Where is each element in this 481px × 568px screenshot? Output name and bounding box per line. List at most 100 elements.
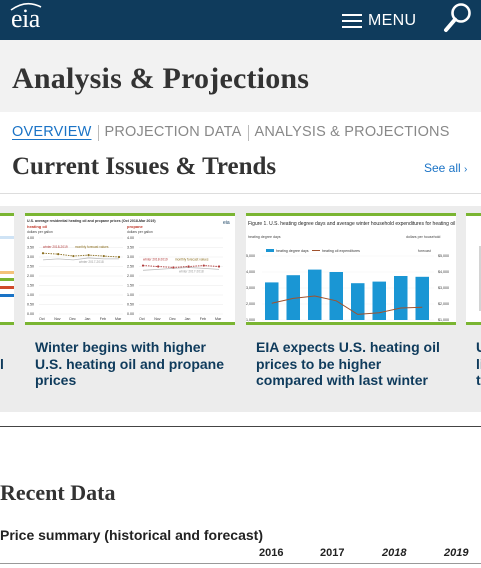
tab-divider bbox=[97, 125, 99, 141]
y-tick-label: 2.00 bbox=[27, 274, 34, 278]
y-tick-label: 3.50 bbox=[127, 246, 134, 250]
section-divider bbox=[0, 426, 481, 427]
legend-series-b: monthly forecast values bbox=[75, 245, 109, 249]
y-tick-label: 0.50 bbox=[127, 303, 134, 307]
eia-logo[interactable]: eia bbox=[10, 2, 42, 33]
search-icon bbox=[444, 3, 471, 32]
card-thumbnail bbox=[0, 213, 14, 325]
hdd-bar bbox=[372, 281, 386, 320]
expenditure-line bbox=[271, 295, 423, 315]
y-tick-label: 0.50 bbox=[27, 303, 34, 307]
series-point bbox=[187, 265, 190, 268]
series-point bbox=[57, 253, 60, 256]
y-tick-label: 4,000 bbox=[246, 270, 255, 274]
legend-series-b: monthly forecast values bbox=[175, 258, 209, 262]
menu-button[interactable]: MENU bbox=[342, 10, 416, 32]
hdd-bar bbox=[308, 269, 322, 320]
y-tick-label: 2.50 bbox=[127, 265, 134, 269]
carousel-card[interactable]: U.S. average residential heating oil and… bbox=[25, 213, 235, 403]
hdd-bar bbox=[265, 282, 279, 320]
x-tick-label: Jan bbox=[85, 317, 91, 321]
thumb-caption: Figure 1. U.S. heating degree days and a… bbox=[248, 221, 455, 227]
carousel-card[interactable]: Figure 1. U.S. heating degree days and a… bbox=[246, 213, 456, 403]
y-tick-label: 2,000 bbox=[246, 302, 255, 306]
page-title-bar: Analysis & Projections bbox=[0, 40, 481, 112]
hdd-bar bbox=[286, 275, 300, 320]
search-button[interactable] bbox=[443, 2, 473, 34]
card-title[interactable]: Winter begins with higher U.S. heating o… bbox=[35, 339, 225, 388]
year-column-header: 2018 bbox=[382, 547, 407, 559]
hdd-bar bbox=[415, 276, 429, 320]
hdd-bar bbox=[351, 283, 365, 320]
table-header-divider bbox=[0, 563, 481, 564]
series-point bbox=[117, 255, 121, 259]
carousel-card-next[interactable]: U li t bbox=[466, 213, 481, 403]
carousel-card-previous[interactable]: l bbox=[0, 213, 14, 403]
y2-tick-label: $2,000 bbox=[438, 302, 449, 306]
series-point bbox=[87, 254, 90, 257]
series-line bbox=[42, 252, 120, 258]
panel-unit: dollars per gallon bbox=[127, 230, 153, 234]
x-tick-label: Oct bbox=[139, 317, 145, 321]
card-thumbnail-chart: U.S. average residential heating oil and… bbox=[27, 219, 230, 321]
price-summary-label: Price summary (historical and forecast) bbox=[0, 527, 263, 543]
tab-overview[interactable]: OVERVIEW bbox=[12, 124, 92, 140]
x-tick-label: Mar bbox=[215, 317, 222, 321]
y2-tick-label: $3,000 bbox=[438, 286, 449, 290]
recent-data-heading: Recent Data bbox=[0, 480, 116, 505]
y-tick-label: 0.00 bbox=[127, 312, 134, 316]
tab-projection-data[interactable]: PROJECTION DATA bbox=[104, 124, 242, 140]
card-thumbnail-chart bbox=[466, 216, 481, 322]
y-tick-label: 1.00 bbox=[27, 293, 34, 297]
series-point bbox=[157, 265, 160, 268]
section-tabs: OVERVIEW PROJECTION DATA ANALYSIS & PROJ… bbox=[12, 124, 450, 141]
thumb-badge: eia bbox=[223, 220, 230, 226]
series-point bbox=[202, 264, 205, 267]
card-thumbnail bbox=[466, 213, 481, 325]
see-all-link[interactable]: See all › bbox=[424, 161, 467, 175]
y-tick-label: 0.00 bbox=[27, 312, 34, 316]
series-point bbox=[72, 254, 75, 258]
y-tick-label: 5,000 bbox=[246, 254, 255, 258]
series-point bbox=[172, 266, 175, 269]
see-all-label: See all bbox=[424, 161, 461, 175]
card-thumbnail: U.S. average residential heating oil and… bbox=[25, 213, 235, 325]
right-axis-unit: dollars per household bbox=[406, 235, 440, 239]
x-tick-label: Dec bbox=[169, 317, 176, 321]
card-title-fragment: li bbox=[476, 355, 481, 372]
x-tick-label: Nov bbox=[154, 317, 161, 321]
y-tick-label: 1.00 bbox=[127, 293, 134, 297]
y2-tick-label: $1,000 bbox=[438, 318, 449, 322]
page-title: Analysis & Projections bbox=[12, 62, 310, 95]
legend-bars: heating degree days bbox=[276, 249, 309, 253]
legend-series-c: winter 2017-2018 bbox=[79, 260, 104, 264]
y-tick-label: 3.00 bbox=[127, 255, 134, 259]
y-tick-label: 3,000 bbox=[246, 286, 255, 290]
card-title-fragment: l bbox=[0, 356, 4, 372]
logo-arc-icon bbox=[10, 2, 42, 11]
hamburger-icon bbox=[342, 14, 362, 28]
tab-analysis-projections[interactable]: ANALYSIS & PROJECTIONS bbox=[254, 124, 450, 140]
panel-unit: dollars per gallon bbox=[27, 230, 53, 234]
x-tick-label: Feb bbox=[200, 317, 206, 321]
y-tick-label: 3.50 bbox=[27, 246, 34, 250]
card-title[interactable]: EIA expects U.S. heating oil prices to b… bbox=[256, 339, 440, 388]
year-column-header: 2017 bbox=[320, 547, 345, 559]
top-navigation-bar: eia MENU bbox=[0, 0, 481, 40]
legend-line: heating oil expenditures bbox=[322, 249, 360, 253]
series-point bbox=[217, 265, 221, 268]
series-point bbox=[102, 254, 105, 258]
x-tick-label: Dec bbox=[69, 317, 76, 321]
card-title-clipped: U li t bbox=[476, 339, 481, 389]
x-tick-label: Nov bbox=[54, 317, 61, 321]
card-thumbnail-chart: Figure 1. U.S. heating degree days and a… bbox=[246, 221, 455, 322]
y-tick-label: 4.00 bbox=[27, 236, 34, 240]
x-tick-label: Mar bbox=[115, 317, 122, 321]
card-title-fragment: t bbox=[476, 372, 481, 388]
y-tick-label: 1.50 bbox=[27, 284, 34, 288]
section-divider bbox=[0, 193, 481, 194]
issues-carousel[interactable]: l U.S. average residential heating oil a… bbox=[0, 206, 481, 412]
card-title-clipped: l bbox=[0, 356, 4, 373]
current-issues-heading: Current Issues & Trends bbox=[12, 153, 277, 180]
series-prev-line bbox=[42, 257, 119, 261]
